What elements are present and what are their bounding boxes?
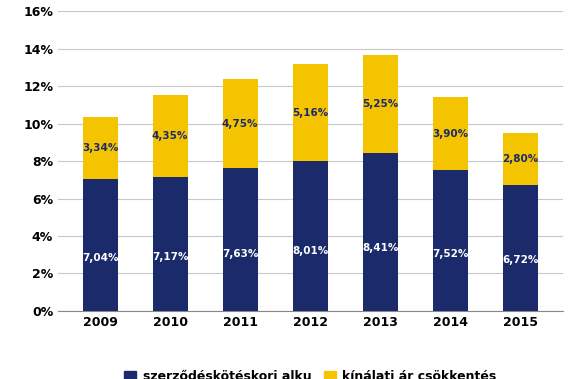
Text: 4,75%: 4,75% [222, 119, 259, 128]
Text: 7,52%: 7,52% [432, 249, 469, 260]
Bar [82, 116, 118, 179]
Text: 8,41%: 8,41% [362, 243, 398, 253]
Text: 5,16%: 5,16% [292, 108, 328, 117]
Text: 2,80%: 2,80% [502, 154, 539, 164]
Legend: szerződéskötéskori alku, kínálati ár csökkentés: szerződéskötéskori alku, kínálati ár csö… [119, 365, 502, 379]
Text: 3,34%: 3,34% [82, 143, 118, 153]
Text: 4,35%: 4,35% [152, 131, 188, 141]
Bar [503, 185, 538, 311]
Text: 7,04%: 7,04% [82, 253, 118, 263]
Text: 8,01%: 8,01% [292, 246, 328, 256]
Text: 7,17%: 7,17% [152, 252, 188, 262]
Text: 7,63%: 7,63% [222, 249, 259, 259]
Bar [503, 133, 538, 185]
Bar [433, 170, 468, 311]
Bar [153, 177, 188, 311]
Bar [293, 64, 328, 161]
Bar [293, 161, 328, 311]
Bar [363, 55, 398, 153]
Bar [153, 95, 188, 177]
Bar [223, 168, 258, 311]
Bar [363, 153, 398, 311]
Bar [433, 97, 468, 170]
Text: 3,90%: 3,90% [433, 128, 469, 139]
Text: 6,72%: 6,72% [502, 255, 539, 265]
Text: 5,25%: 5,25% [362, 99, 398, 109]
Bar [82, 179, 118, 311]
Bar [223, 79, 258, 168]
